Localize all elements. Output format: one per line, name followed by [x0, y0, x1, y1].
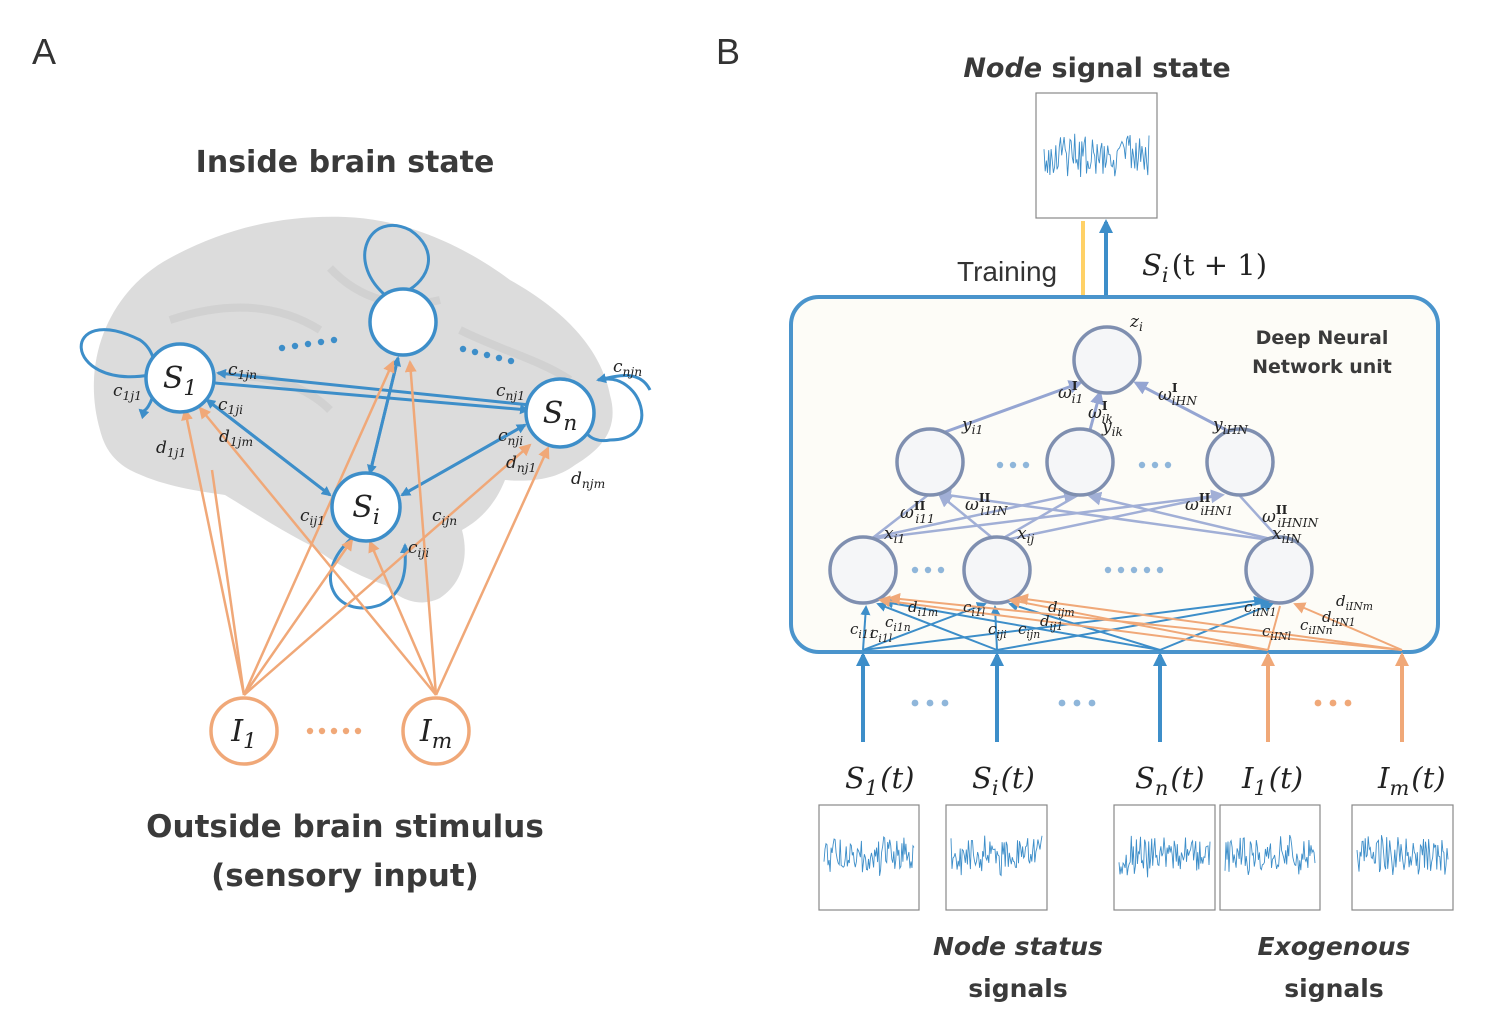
panel-a-orange-edges — [181, 360, 550, 696]
dnn-hidden-node — [1045, 427, 1115, 497]
node-status-label-2: signals — [968, 974, 1067, 1003]
input-edge-label: dij1 — [1040, 612, 1063, 633]
node-s1-label: S1 — [163, 361, 197, 401]
dnn-edges-mid — [861, 488, 1281, 542]
w1-label: ωI i1 — [1058, 379, 1083, 406]
signal-label: Si(t) — [972, 761, 1035, 800]
w2-label: ωII i1IN — [965, 491, 1009, 518]
edge-label: dnjm — [571, 469, 605, 491]
input-edge-label: di1m — [908, 598, 938, 619]
edge-label: cij1 — [300, 506, 325, 528]
signal-label: Im(t) — [1377, 761, 1446, 800]
dnn-nodes — [828, 325, 1314, 605]
panel-a-blue-dots — [278, 336, 515, 365]
dnn-label-1: Deep Neural — [1256, 327, 1389, 349]
bottom-dots — [911, 699, 1352, 707]
input-edge-label: ci1l — [870, 624, 893, 645]
node-si — [330, 471, 402, 543]
output-signal-box — [1035, 92, 1158, 219]
edge-label: c1jn — [228, 360, 257, 382]
panel-b-letter: B — [716, 31, 740, 72]
panel-a-nodes — [144, 287, 596, 766]
input-edge-label: ciINn — [1300, 616, 1333, 637]
dnn-input-node — [1244, 535, 1314, 605]
signal-label: Sn(t) — [1135, 761, 1205, 800]
panel-a-node-labels: S1 Sn Si I1 Im — [163, 361, 577, 754]
dnn-hidden-node — [895, 427, 965, 497]
input-edge-label: cijn — [1018, 620, 1040, 641]
node-i1-label: I1 — [230, 714, 257, 754]
w1-label: ωI iHN — [1158, 381, 1198, 408]
dnn-labels: zi yi1 yik yiHN xi1 xij xiIN ωI i1 ωI ik ω… — [884, 312, 1319, 546]
edge-label: d1j1 — [156, 438, 186, 460]
signal-boxes — [818, 804, 1454, 911]
panel-b-top-title: Node signal state — [963, 53, 1230, 84]
x-label: xiIN — [1272, 524, 1302, 546]
input-edge-label: diINm — [1336, 592, 1373, 613]
input-edge-label: dijm — [1048, 598, 1075, 619]
panel-a-bottom-title-1: Outside brain stimulus — [146, 809, 544, 845]
node-s1 — [144, 342, 216, 414]
dnn-dots — [911, 461, 1172, 574]
signal-labels: S1(t) Si(t) Sn(t) I1(t) Im(t) — [845, 761, 1446, 800]
dnn-input-node — [962, 535, 1032, 605]
input-edge-label: ciIN1 — [1244, 598, 1276, 619]
node-sn — [524, 377, 596, 449]
node-im — [401, 696, 471, 766]
node-si-label: Si — [352, 490, 379, 530]
edge-label: dnj1 — [506, 453, 536, 475]
panel-a-letter: A — [32, 31, 56, 72]
w2-label: ωII iHN1 — [1185, 491, 1233, 518]
w2-label: ωII i11 — [900, 499, 935, 526]
panel-a-title: Inside brain state — [196, 145, 495, 180]
dnn-output-node — [1072, 325, 1142, 395]
edge-label: ciji — [408, 538, 429, 560]
y-label: yi1 — [961, 415, 983, 437]
panel-a-edge-labels: c1jn c1j1 c1ji d1jm d1j1 cnj1 cnjn cnji … — [113, 357, 642, 560]
dnn-input-edges-orange — [878, 593, 1403, 651]
dnn-input-node — [828, 535, 898, 605]
input-edge-label: ciji — [988, 620, 1007, 641]
w2-label: ωII iHNIN — [1262, 503, 1319, 530]
input-edge-label: diIN1 — [1322, 608, 1356, 629]
output-label: Si (t + 1) — [1142, 248, 1267, 287]
edge-label: cijn — [432, 506, 457, 528]
exogenous-label-2: signals — [1284, 974, 1383, 1003]
edge-label: cnji — [498, 426, 523, 448]
node-i1 — [209, 696, 279, 766]
node-status-label-1: Node status — [933, 932, 1103, 961]
y-label: yik — [1101, 417, 1123, 439]
edge-label: d1jm — [219, 427, 253, 449]
y-label: yiHN — [1212, 415, 1249, 437]
edge-label: c1ji — [218, 395, 243, 417]
bottom-input-arrows — [856, 652, 1409, 742]
node-top — [368, 287, 438, 357]
input-edge-label: ci1n — [885, 613, 911, 634]
signal-label: I1(t) — [1241, 761, 1303, 800]
z-label: zi — [1129, 312, 1143, 334]
node-sn-label: Sn — [543, 396, 577, 436]
edge-label: cnjn — [613, 357, 642, 379]
training-label: Training — [957, 256, 1057, 287]
edge-label: cnj1 — [496, 381, 525, 403]
x-label: xij — [1017, 524, 1035, 546]
dnn-input-labels: ci11 ci1l ci1n di1m ci1l ciji cijn dij1 … — [850, 592, 1373, 645]
x-label: xi1 — [884, 524, 905, 546]
edge-label: c1j1 — [113, 381, 142, 403]
dnn-hidden-node — [1205, 427, 1275, 497]
panel-a-orange-dots — [306, 727, 362, 735]
panel-a-bottom-title-2: (sensory input) — [211, 858, 479, 894]
dnn-label-2: Network unit — [1252, 356, 1392, 378]
input-edge-label: ciINl — [1262, 622, 1292, 643]
signal-label: S1(t) — [845, 761, 914, 800]
input-edge-label: ci1l — [963, 598, 986, 619]
input-edge-label: ci11 — [850, 620, 876, 641]
node-im-label: Im — [419, 714, 452, 754]
dnn-edges-top — [944, 380, 1231, 434]
w1-label: ωI ik — [1088, 399, 1113, 426]
exogenous-label-1: Exogenous — [1258, 932, 1411, 961]
